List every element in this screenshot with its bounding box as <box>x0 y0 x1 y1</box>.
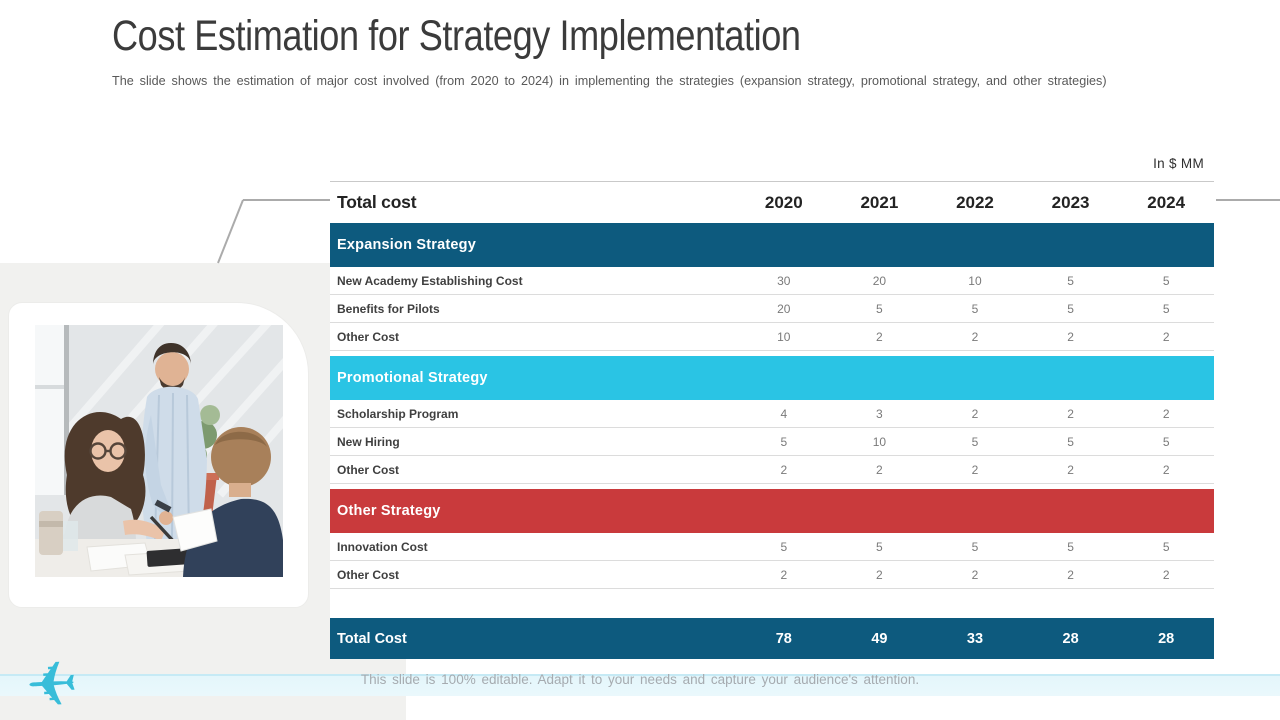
cost-value-cell: 2 <box>876 567 883 582</box>
year-header: 2024 <box>1147 192 1186 212</box>
year-header: 2021 <box>860 192 899 212</box>
cost-value-cell: 2 <box>1067 329 1074 344</box>
cost-value-cell: 5 <box>876 539 883 554</box>
cost-value-cell: 30 <box>777 273 791 288</box>
cost-value-cell: 10 <box>968 273 982 288</box>
year-header: 2023 <box>1051 192 1090 212</box>
photo-man-standing <box>141 343 207 543</box>
cost-value-cell: 2 <box>780 462 788 477</box>
cost-value-cell: 3 <box>876 406 883 421</box>
total-value-cell: 28 <box>1062 630 1079 647</box>
total-value-cell: 33 <box>966 630 984 647</box>
cost-row: Innovation Cost 5 5 5 5 5 <box>330 533 1214 561</box>
cost-value-cell: 5 <box>1162 539 1170 554</box>
cost-value-cell: 2 <box>780 567 788 582</box>
cost-row-label: Other Cost <box>337 567 400 582</box>
cost-value-cell: 2 <box>876 462 883 477</box>
cost-value-cell: 2 <box>1067 406 1074 421</box>
cost-value-cell: 5 <box>971 301 979 316</box>
cost-value-cell: 5 <box>1067 301 1074 316</box>
cost-value-cell: 5 <box>876 301 883 316</box>
cost-value-cell: 2 <box>876 329 883 344</box>
cost-value-cell: 2 <box>971 567 979 582</box>
cost-row: Other Cost 10 2 2 2 2 <box>330 323 1214 351</box>
cost-value-cell: 5 <box>971 434 979 449</box>
cost-row-label: New Academy Establishing Cost <box>337 273 523 288</box>
cost-value-cell: 5 <box>780 539 788 554</box>
photo-man-foreground <box>172 427 283 577</box>
year-header: 2020 <box>764 192 803 212</box>
cost-value-cell: 2 <box>971 462 979 477</box>
team-meeting-photo <box>35 325 283 577</box>
footer-stripe <box>0 674 1280 696</box>
footer-note: This slide is 100% editable. Adapt it to… <box>360 672 920 687</box>
cost-row: Other Cost 2 2 2 2 2 <box>330 456 1214 484</box>
total-value-cell: 28 <box>1158 630 1175 647</box>
strategy-band: Expansion Strategy <box>330 223 1214 267</box>
units-label: In $ MM <box>1153 156 1204 171</box>
cost-row: New Academy Establishing Cost 30 20 10 5 5 <box>330 267 1214 295</box>
cost-row: Benefits for Pilots 20 5 5 5 5 <box>330 295 1214 323</box>
table-header-label: Total cost <box>337 192 417 212</box>
cost-row: New Hiring 5 10 5 5 5 <box>330 428 1214 456</box>
cost-value-cell: 2 <box>1067 567 1074 582</box>
cost-row-label: New Hiring <box>337 434 400 449</box>
page-title: Cost Estimation for Strategy Implementat… <box>112 12 801 60</box>
cost-row-label: Benefits for Pilots <box>337 301 440 316</box>
cost-value-cell: 5 <box>1067 434 1074 449</box>
cost-value-cell: 20 <box>777 301 791 316</box>
cost-value-cell: 5 <box>1067 273 1074 288</box>
strategy-band: Other Strategy <box>330 489 1214 533</box>
total-label: Total Cost <box>337 630 407 647</box>
cost-value-cell: 5 <box>1067 539 1074 554</box>
cost-value-cell: 2 <box>1162 567 1170 582</box>
table-header-row: Total cost 2020 2021 2022 2023 2024 <box>330 182 1214 223</box>
total-row: Total Cost 78 49 33 28 28 <box>330 618 1214 659</box>
cost-value-cell: 2 <box>1162 406 1170 421</box>
photo-window <box>35 325 67 495</box>
cost-value-cell: 2 <box>971 406 979 421</box>
cost-value-cell: 2 <box>1067 462 1074 477</box>
cost-value-cell: 5 <box>1162 301 1170 316</box>
cost-row: Other Cost 2 2 2 2 2 <box>330 561 1214 589</box>
total-value-cell: 78 <box>775 630 792 647</box>
total-value-cell: 49 <box>871 630 888 647</box>
page-subtitle: The slide shows the estimation of major … <box>112 73 1107 88</box>
table-spacer <box>330 589 1214 618</box>
cost-row-label: Innovation Cost <box>337 539 428 554</box>
cost-value-cell: 10 <box>872 434 887 449</box>
cost-value-cell: 5 <box>971 539 979 554</box>
cost-row-label: Scholarship Program <box>337 406 459 421</box>
cost-value-cell: 10 <box>777 329 791 344</box>
cost-value-cell: 2 <box>1162 462 1170 477</box>
strategy-band: Promotional Strategy <box>330 356 1214 400</box>
cost-value-cell: 5 <box>780 434 788 449</box>
cost-value-cell: 5 <box>1162 434 1170 449</box>
cost-value-cell: 20 <box>872 273 887 288</box>
photo-window-frame <box>64 325 69 495</box>
cost-table: Total cost 2020 2021 2022 2023 2024 Expansion … <box>330 181 1214 659</box>
cost-value-cell: 2 <box>1162 329 1170 344</box>
cost-value-cell: 2 <box>971 329 979 344</box>
paper-plane-icon: ✈ <box>24 649 80 720</box>
year-header: 2022 <box>956 192 994 212</box>
cost-row-label: Other Cost <box>337 329 400 344</box>
cost-row: Scholarship Program 4 3 2 2 2 <box>330 400 1214 428</box>
photo-window-slat <box>35 385 64 389</box>
cost-value-cell: 4 <box>780 406 788 421</box>
cost-row-label: Other Cost <box>337 462 400 477</box>
cost-value-cell: 5 <box>1162 273 1170 288</box>
